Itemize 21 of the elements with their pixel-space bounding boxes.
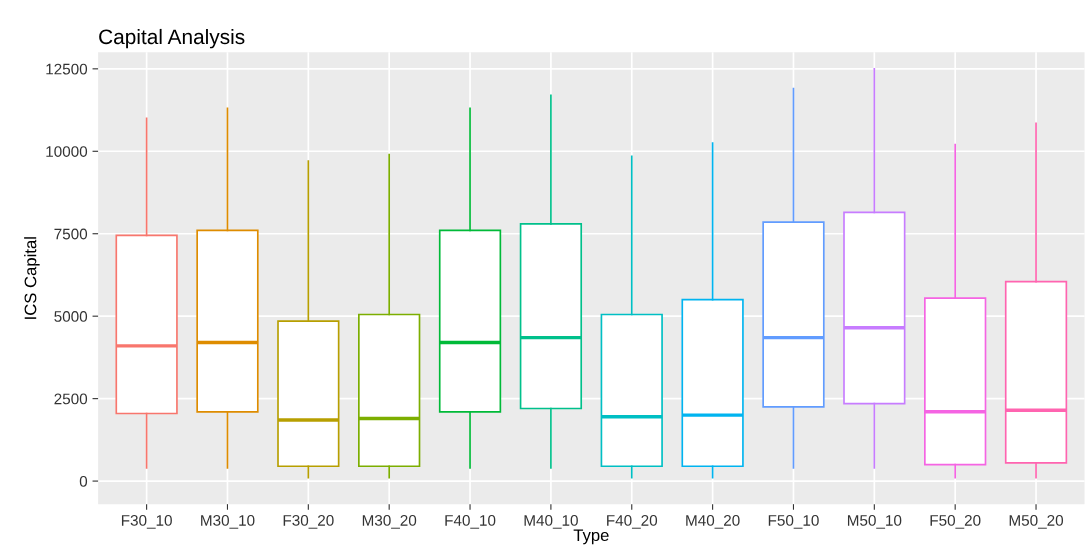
x-axis-title: Type xyxy=(573,529,609,545)
y-tick-label: 12500 xyxy=(46,63,88,75)
x-tick-label: F30_10 xyxy=(121,514,172,529)
x-tick-label: M50_20 xyxy=(1009,514,1064,529)
y-tick-label: 7500 xyxy=(54,228,88,240)
chart-title: Capital Analysis xyxy=(99,28,245,49)
y-axis-title: ICS Capital xyxy=(24,237,40,319)
x-tick-label: M30_10 xyxy=(201,514,255,529)
x-tick-label: M40_20 xyxy=(686,514,740,529)
x-tick-label: F30_20 xyxy=(283,514,334,529)
y-tick-label: 2500 xyxy=(54,393,88,405)
x-tick-label: F50_20 xyxy=(930,514,981,529)
x-tick-label: M50_10 xyxy=(847,514,902,529)
x-tick-label: F40_10 xyxy=(445,514,496,529)
x-tick-label: M30_20 xyxy=(362,514,417,529)
y-tick-label: 0 xyxy=(79,475,88,487)
x-tick-label: F50_10 xyxy=(768,514,819,529)
x-tick-label: M40_10 xyxy=(524,514,578,529)
x-tick-label: F40_20 xyxy=(607,514,658,529)
y-tick-label: 10000 xyxy=(46,146,88,157)
y-tick-label: 5000 xyxy=(54,311,88,322)
